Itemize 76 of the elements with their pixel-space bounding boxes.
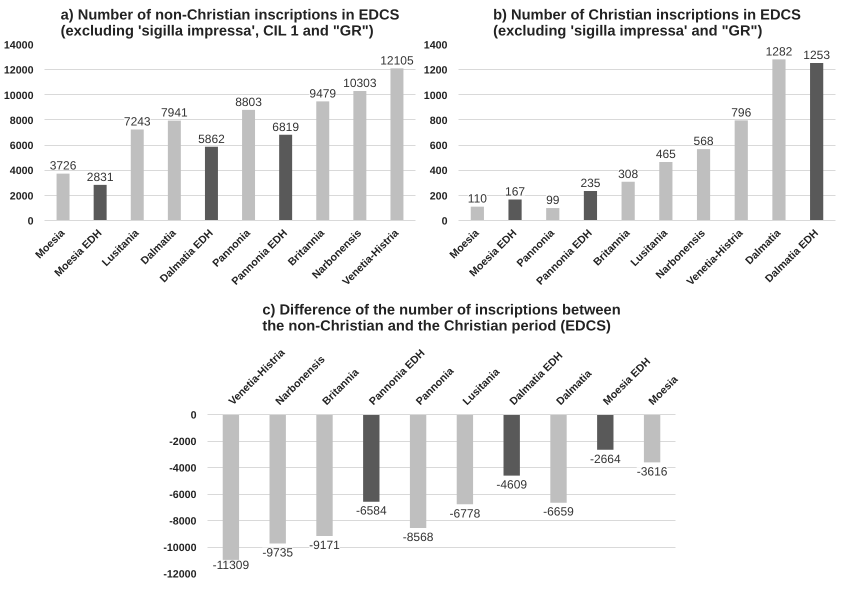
data-label: -9735 — [262, 545, 294, 560]
bar — [168, 120, 181, 220]
data-label: 2831 — [86, 170, 114, 184]
bar — [659, 162, 672, 220]
data-label: -2664 — [590, 452, 621, 466]
y-tick-label: 1400 — [424, 40, 448, 52]
y-tick-label: 1000 — [424, 90, 448, 102]
y-tick-label: 0 — [28, 216, 34, 228]
bar — [696, 149, 710, 220]
data-label: 1282 — [766, 44, 793, 58]
data-label: 167 — [505, 184, 526, 199]
data-label: -6778 — [450, 506, 481, 520]
data-label: 7941 — [161, 106, 188, 120]
bar — [56, 174, 70, 220]
y-tick-label: -4000 — [169, 462, 197, 474]
data-label: -3616 — [636, 464, 668, 478]
y-tick-label: 14000 — [4, 40, 34, 52]
chart-title: b) Number of Christian inscriptions in EDCS (excluding 'sigilla impressa' and "GR") — [493, 8, 802, 40]
data-label: -9171 — [309, 538, 340, 552]
bar — [734, 120, 748, 220]
data-label: 7243 — [124, 114, 151, 128]
bar — [204, 146, 218, 220]
y-tick-label: 800 — [430, 114, 448, 127]
bar — [242, 110, 256, 220]
data-label: -4609 — [496, 478, 528, 492]
bar — [353, 90, 366, 220]
y-tick-label: 12000 — [4, 64, 34, 77]
data-label: 3726 — [50, 158, 77, 173]
y-tick-label: 600 — [430, 140, 448, 152]
data-label: 1253 — [803, 48, 830, 62]
chart-title: c) Difference of the number of inscriptions between the non-Christian and the Christian period (EDCS) — [262, 302, 621, 334]
y-tick-label: -10000 — [163, 542, 197, 554]
y-tick-label: 8000 — [10, 114, 34, 127]
bar — [810, 62, 824, 220]
data-label: 308 — [618, 166, 638, 181]
bar — [508, 200, 522, 220]
data-label: -11309 — [212, 558, 250, 572]
data-label: 8803 — [235, 94, 262, 109]
data-label: 796 — [731, 105, 752, 120]
data-label: 12105 — [380, 53, 414, 68]
y-tick-label: 0 — [442, 216, 448, 228]
bar — [316, 101, 330, 220]
y-tick-label: -8000 — [169, 516, 197, 528]
data-label: 465 — [656, 147, 676, 162]
chart-title: a) Number of non-Christian inscriptions in EDCS (excluding 'sigilla impressa', CIL 1 and "GR") — [60, 8, 400, 40]
bar — [584, 190, 598, 220]
bar — [279, 134, 292, 220]
y-tick-label: 0 — [190, 410, 197, 422]
data-label: -6584 — [356, 504, 387, 518]
data-label: -6659 — [543, 504, 574, 519]
data-label: 5862 — [198, 132, 226, 146]
y-tick-label: -12000 — [163, 568, 197, 580]
y-tick-label: 2000 — [10, 190, 34, 202]
y-tick-label: 6000 — [10, 140, 34, 152]
bar — [130, 129, 144, 220]
bar — [390, 68, 404, 220]
bar — [622, 182, 635, 220]
bar — [772, 59, 786, 220]
bar — [546, 208, 560, 220]
data-label: 568 — [694, 134, 714, 148]
data-label: 110 — [468, 192, 488, 206]
y-tick-label: 4000 — [10, 165, 34, 178]
y-tick-label: 1200 — [424, 64, 448, 77]
y-tick-label: 10000 — [4, 90, 34, 102]
bar — [94, 184, 107, 220]
data-label: 9479 — [309, 86, 336, 100]
data-label: 6819 — [272, 120, 300, 134]
y-tick-label: -2000 — [169, 436, 197, 448]
data-label: 10303 — [343, 76, 377, 90]
bar — [470, 206, 484, 220]
y-tick-label: 400 — [430, 165, 448, 178]
data-label: -8568 — [402, 530, 434, 544]
y-tick-label: -6000 — [169, 489, 197, 501]
data-label: 235 — [580, 176, 601, 190]
data-label: 99 — [546, 193, 560, 208]
y-tick-label: 200 — [430, 190, 448, 202]
